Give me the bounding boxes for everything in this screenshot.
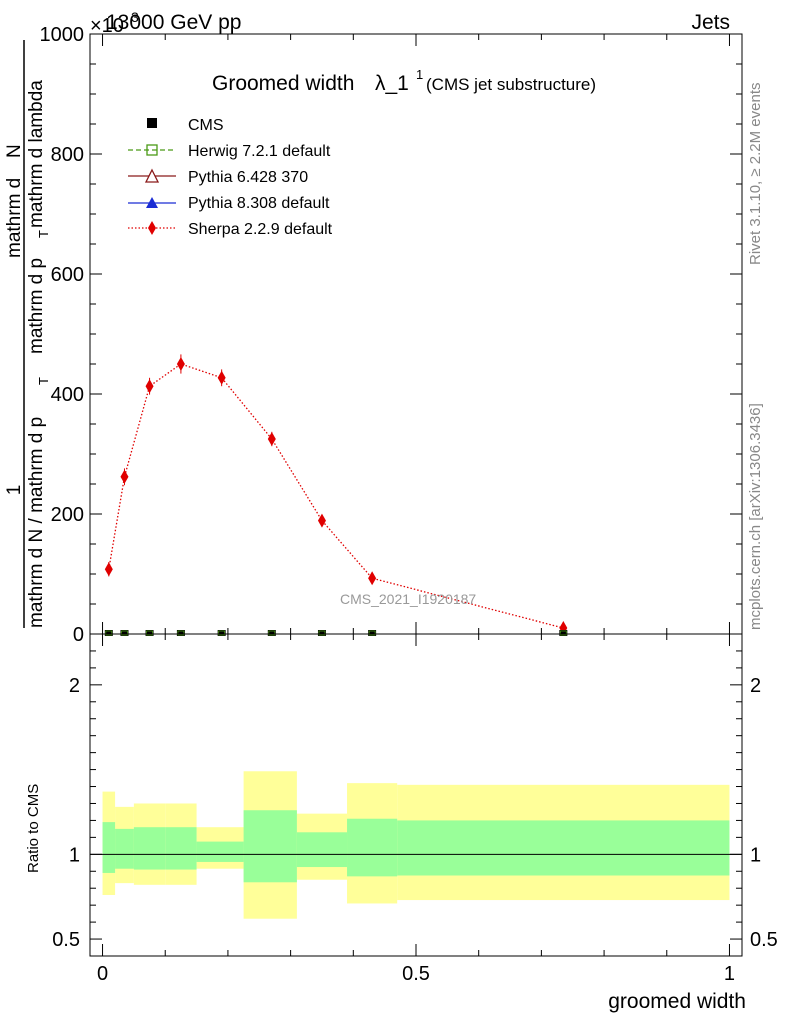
main-y-tick-label: 200 (51, 504, 84, 526)
ytitle-top-N: N (4, 144, 25, 158)
ratio-bands (90, 771, 742, 919)
ratio-y-tick-label-right: 0.5 (750, 929, 778, 951)
ratio-y-axis-title: Ratio to CMS (25, 784, 42, 873)
analysis-label: CMS_2021_I1920187 (340, 591, 476, 607)
cms-point (267, 630, 276, 636)
legend-marker-cms (147, 118, 157, 128)
ratio-inner-band (243, 810, 297, 883)
herwig-point (177, 630, 185, 636)
legend: CMS Herwig 7.2.1 default Pythia 6.428 37… (128, 117, 333, 238)
main-y-tick-label: 600 (51, 264, 84, 286)
herwig-point (268, 630, 276, 636)
ratio-inner-band (196, 841, 244, 862)
sherpa-point (267, 432, 276, 446)
ytitle-numerator-lambda: mathrm d lambda (26, 80, 47, 228)
ratio-y-tick-label-right: 2 (750, 675, 761, 697)
energy-label: 13000 GeV pp (106, 11, 241, 34)
plot-title-lambda: λ_1 (375, 72, 409, 95)
cms-point (368, 630, 377, 636)
cms-point (217, 630, 226, 636)
ratio-inner-band (347, 818, 398, 877)
ytitle-numerator-dp: mathrm d p (26, 258, 47, 354)
herwig-point (105, 630, 113, 636)
herwig-point (318, 630, 326, 636)
herwig-point (559, 630, 567, 636)
x-tick-label: 0.5 (402, 963, 430, 985)
herwig-point (368, 630, 376, 636)
ratio-ticks: 0.5 0.5 1 1 2 2 0 0.5 1 (52, 634, 778, 985)
ratio-inner-band (102, 822, 116, 873)
x-tick-label: 1 (724, 963, 735, 985)
main-plot-area (104, 354, 568, 636)
legend-entry-herwig: Herwig 7.2.1 default (128, 143, 331, 160)
mcplots-label: mcplots.cern.ch [arXiv:1306.3436] (747, 403, 764, 630)
exponent-label: ×10 (90, 15, 124, 37)
main-y-tick-label: 400 (51, 384, 84, 406)
sherpa-point (104, 562, 113, 577)
ratio-inner-band (397, 820, 730, 876)
sherpa-point (120, 469, 129, 484)
exponent-value: 3 (131, 9, 139, 25)
ytitle-subscript-T2: T (36, 230, 51, 238)
plot-title-sup: 1 (416, 67, 423, 82)
plot-title: Groomed width (212, 72, 354, 95)
sherpa-point (145, 379, 154, 394)
ratio-inner-band (296, 832, 348, 868)
legend-marker-pythia6 (144, 168, 160, 183)
ytitle-top-d: mathrm d (4, 178, 25, 258)
ratio-y-tick-label-right: 1 (750, 844, 761, 866)
cms-point (317, 630, 326, 636)
cms-point (559, 630, 568, 636)
cms-point (120, 630, 129, 636)
main-y-tick-label: 800 (51, 144, 84, 166)
herwig-point (146, 630, 153, 636)
legend-marker-herwig (146, 144, 158, 156)
main-y-axis-title: 1 mathrm d N / mathrm d p T T mathrm d p… (4, 40, 51, 628)
sherpa-line (108, 363, 564, 629)
cms-point (176, 630, 185, 636)
sherpa-point (368, 571, 377, 586)
legend-label-pythia8: Pythia 8.308 default (188, 195, 330, 212)
cms-point (104, 630, 113, 636)
ratio-inner-band (115, 828, 134, 869)
herwig-point (121, 630, 128, 636)
ratio-y-tick-label: 1 (69, 844, 80, 866)
main-y-ticks: 0 200 400 600 800 1000 (40, 24, 742, 646)
legend-entry-sherpa: Sherpa 2.2.9 default (128, 221, 333, 238)
legend-label-sherpa: Sherpa 2.2.9 default (188, 221, 333, 238)
plot-title-group: Groomed width λ_1 1 (CMS jet substructur… (212, 67, 596, 95)
ytitle-subscript-T1: T (36, 377, 51, 385)
legend-label-herwig: Herwig 7.2.1 default (188, 143, 331, 160)
herwig-point (218, 630, 226, 636)
legend-marker-sherpa (148, 221, 156, 235)
legend-entry-cms: CMS (147, 117, 224, 134)
plot-subtitle: (CMS jet substructure) (426, 75, 596, 94)
rivet-label: Rivet 3.1.10, ≥ 2.2M events (747, 83, 764, 266)
sherpa-point (317, 513, 326, 528)
category-label: Jets (691, 11, 730, 34)
ratio-y-tick-label: 2 (69, 675, 80, 697)
ratio-y-tick-label: 0.5 (52, 929, 80, 951)
sherpa-point (217, 370, 226, 385)
ratio-inner-band (165, 827, 197, 870)
ytitle-denominator: mathrm d N / mathrm d p (26, 417, 47, 628)
legend-entry-pythia6: Pythia 6.428 370 (128, 168, 308, 186)
legend-label-cms: CMS (188, 117, 224, 134)
legend-entry-pythia8: Pythia 8.308 default (128, 195, 330, 212)
ratio-inner-band (133, 827, 166, 870)
sherpa-point (176, 357, 185, 371)
cms-point (145, 630, 154, 636)
legend-label-pythia6: Pythia 6.428 370 (188, 169, 308, 186)
main-y-tick-label: 1000 (40, 24, 85, 46)
x-tick-label: 0 (97, 963, 108, 985)
ytitle-one: 1 (4, 485, 25, 496)
main-y-tick-label: 0 (73, 624, 84, 646)
legend-marker-pythia8 (146, 197, 158, 208)
x-axis-title: groomed width (608, 990, 746, 1013)
